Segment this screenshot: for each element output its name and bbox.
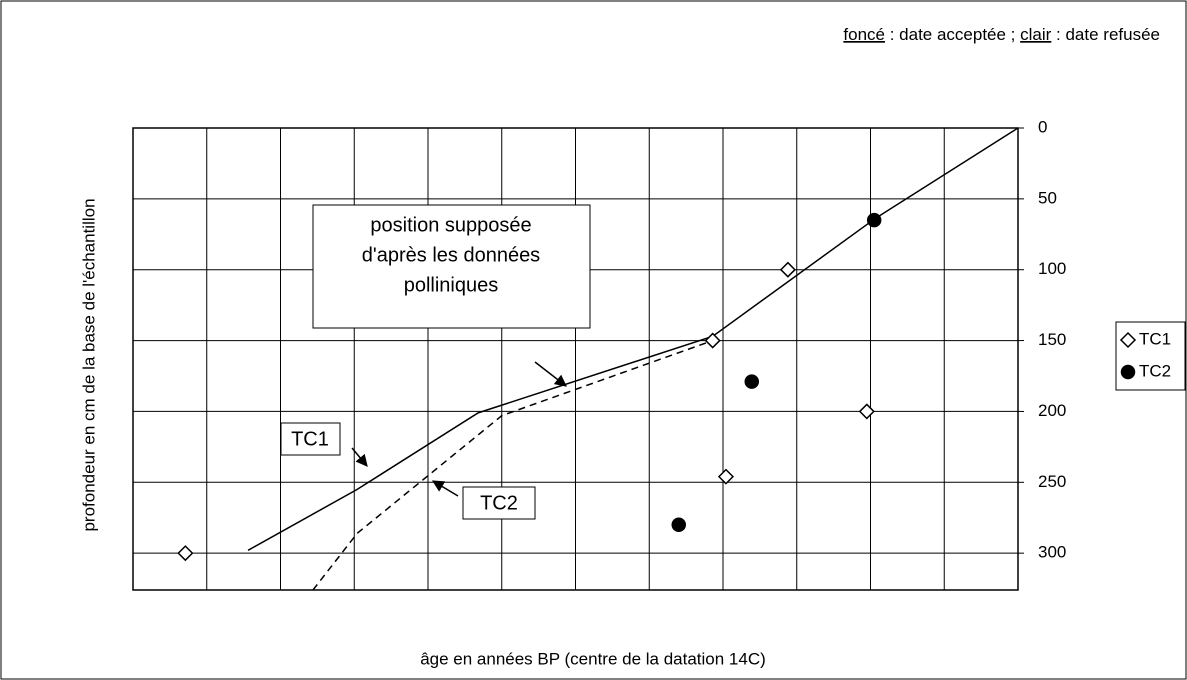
y-tick-label: 0 [1038, 117, 1047, 136]
legend-note: foncé : date acceptée ; clair : date ref… [843, 25, 1160, 44]
y-axis-title: profondeur en cm de la base de l'échanti… [79, 198, 98, 531]
arrow [351, 447, 368, 467]
arrow [431, 480, 459, 497]
curve-label: TC1 [291, 428, 329, 450]
marker-diamond [779, 261, 796, 278]
label-box [280, 422, 341, 456]
marker-circle [671, 517, 686, 533]
curve-line [247, 127, 1019, 551]
y-tick-label: 200 [1038, 401, 1066, 420]
y-tick-label: 100 [1038, 259, 1066, 278]
marker-diamond [1119, 331, 1137, 349]
y-tick-label: 250 [1038, 472, 1066, 491]
arrow [534, 361, 567, 387]
curve-label: TC2 [480, 492, 518, 514]
legend-label: TC2 [1139, 361, 1171, 380]
annotation-text: d'après les données [362, 244, 540, 266]
note-part: : date refusée [1051, 25, 1160, 44]
label-box [462, 486, 536, 520]
y-tick-label: 50 [1038, 188, 1057, 207]
annotation-box [312, 204, 591, 329]
marker-diamond [704, 332, 721, 349]
note-part: : date acceptée ; [885, 25, 1020, 44]
note-part: clair [1020, 25, 1052, 44]
marker-diamond [858, 403, 875, 420]
annotation-text: polliniques [404, 274, 499, 296]
marker-circle [744, 374, 760, 389]
y-tick-label: 150 [1038, 330, 1066, 349]
annotation-text: position supposée [370, 214, 531, 236]
marker-diamond [717, 468, 735, 485]
note-part: foncé [843, 25, 885, 44]
plot-area: 0 50 100 150 200 250 300 [132, 117, 1066, 591]
marker-diamond [177, 545, 194, 562]
marker-circle [1120, 364, 1136, 380]
x-axis-title: âge en années BP (centre de la datation … [420, 649, 766, 668]
marker-circle [866, 212, 882, 228]
legend-label: TC1 [1139, 329, 1171, 348]
y-tick-label: 300 [1038, 543, 1066, 562]
